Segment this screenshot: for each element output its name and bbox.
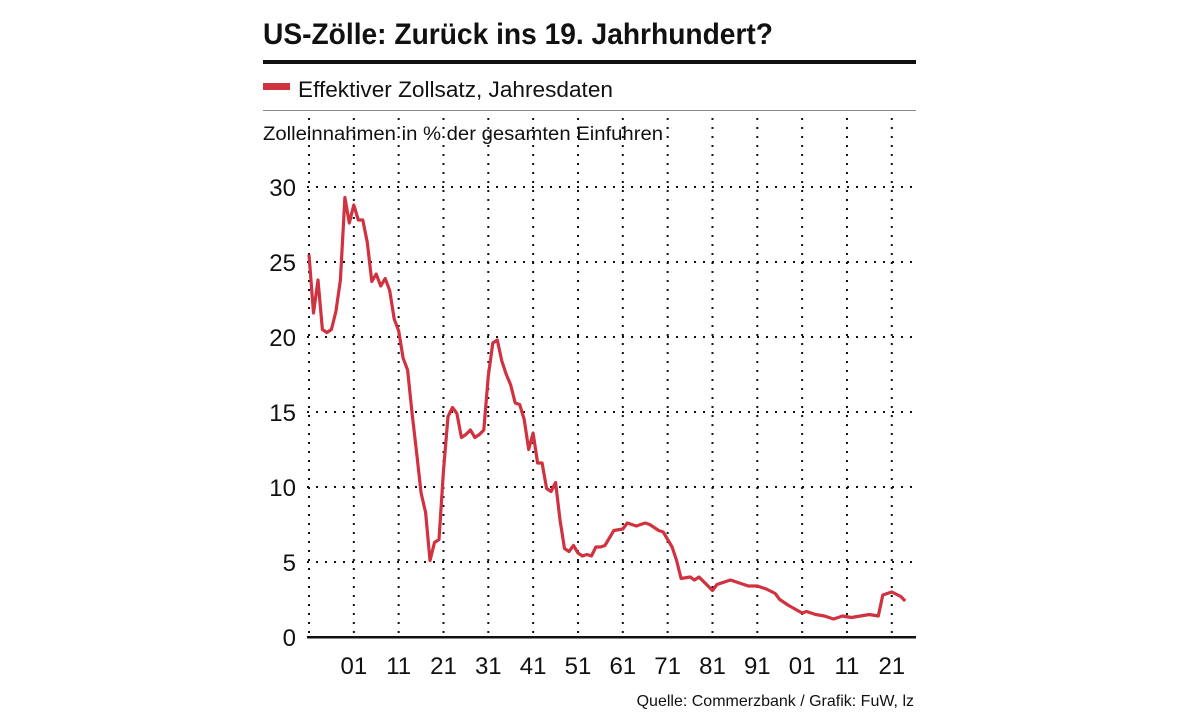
x-tick-label: 01: [789, 653, 816, 680]
x-tick-label: 71: [654, 653, 681, 680]
y-tick-label: 30: [269, 175, 296, 202]
y-tick-label: 25: [269, 250, 296, 277]
x-tick-label: 41: [520, 653, 547, 680]
y-tick-label: 5: [283, 550, 296, 577]
x-tick-label: 61: [609, 653, 636, 680]
x-tick-label: 51: [565, 653, 592, 680]
x-tick-label: 21: [430, 653, 457, 680]
x-tick-label: 91: [744, 653, 771, 680]
y-tick-label: 15: [269, 400, 296, 427]
chart-title: US-Zölle: Zurück ins 19. Jahrhundert?: [263, 18, 773, 51]
y-tick-label: 0: [283, 625, 296, 652]
x-tick-label: 01: [340, 653, 367, 680]
x-axis-line: [307, 636, 916, 639]
source-note: Quelle: Commerzbank / Grafik: FuW, lz: [637, 693, 914, 710]
y-tick-label: 20: [269, 325, 296, 352]
x-tick-label: 11: [834, 653, 859, 680]
x-tick-label: 31: [475, 653, 502, 680]
x-tick-label: 81: [699, 653, 726, 680]
series-line-effektiver-zollsatz: [307, 195, 907, 621]
legend-swatch: [263, 83, 290, 90]
legend-label: Effektiver Zollsatz, Jahresdaten: [298, 77, 613, 102]
title-rule: [263, 60, 916, 64]
y-axis-label: Zolleinnahmen in % der gesamten Einfuhre…: [263, 124, 663, 145]
legend-rule: [263, 110, 916, 111]
y-tick-label: 10: [269, 475, 296, 502]
x-tick-label: 11: [386, 653, 411, 680]
x-tick-label: 21: [878, 653, 905, 680]
